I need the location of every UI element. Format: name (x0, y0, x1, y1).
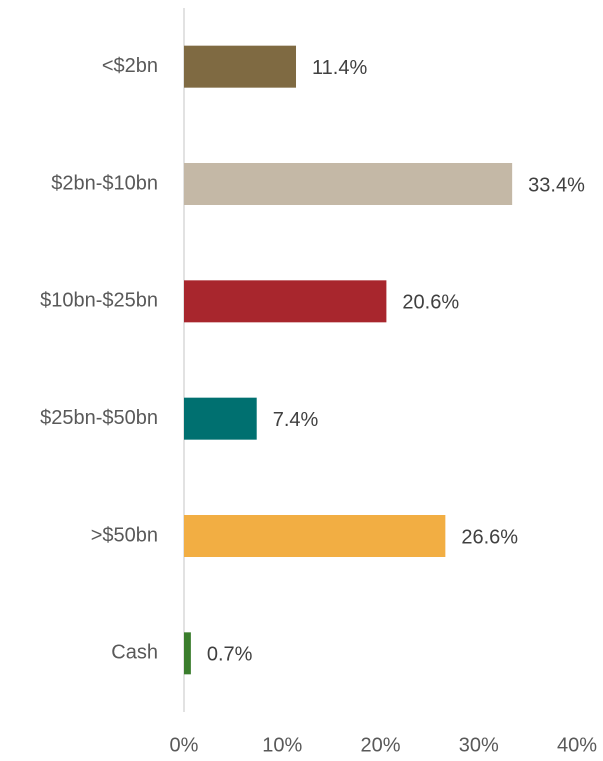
data-label: 0.7% (207, 644, 253, 666)
x-tick-label: 20% (360, 734, 400, 756)
bar (184, 397, 257, 440)
data-label: 26.6% (461, 526, 518, 548)
y-tick-label: $25bn-$50bn (40, 407, 158, 429)
x-tick-label: 0% (170, 734, 199, 756)
data-label: 33.4% (528, 174, 585, 196)
bar (184, 163, 513, 205)
x-tick-label: 10% (262, 734, 302, 756)
data-label: 20.6% (402, 292, 459, 314)
y-tick-label: <$2bn (102, 55, 158, 77)
bar (184, 280, 387, 323)
bar (184, 515, 446, 557)
data-label: 11.4% (312, 57, 367, 79)
x-tick-label: 30% (459, 734, 499, 756)
x-tick-label: 40% (557, 734, 597, 756)
data-label: 7.4% (273, 409, 319, 431)
bar (184, 632, 191, 675)
y-tick-label: $10bn-$25bn (40, 290, 158, 312)
y-tick-label: >$50bn (91, 524, 158, 546)
y-tick-label: Cash (111, 642, 158, 664)
bar (184, 45, 297, 88)
y-tick-label: $2bn-$10bn (51, 172, 158, 194)
